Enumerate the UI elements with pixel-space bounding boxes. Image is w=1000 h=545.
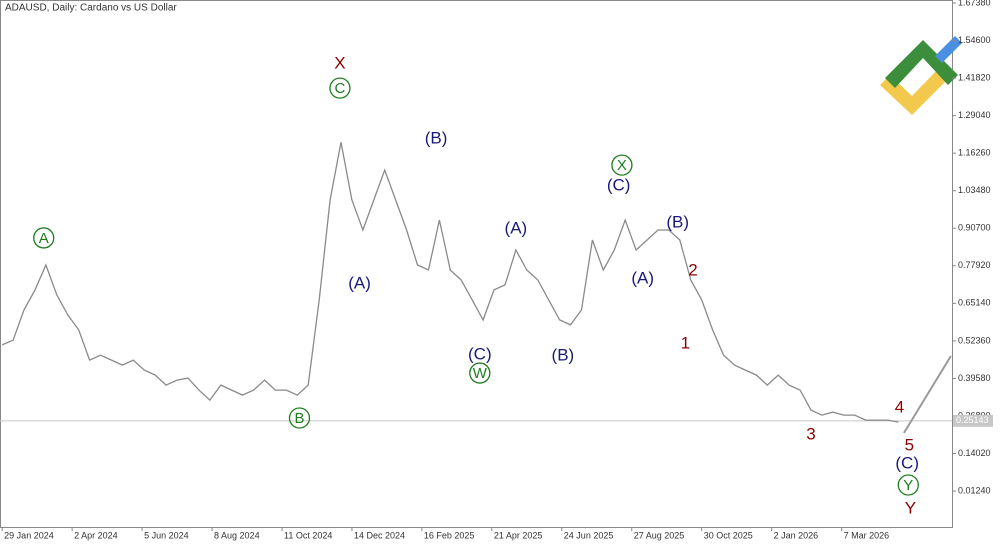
y-tick-label: 0.90700 [958, 223, 991, 233]
wave-label: W [473, 365, 488, 382]
y-tick-label: 0.65140 [958, 298, 991, 308]
last-price-label: 0.25143 [956, 415, 989, 425]
forecast-line [903, 355, 952, 434]
y-tick-label: 0.52360 [958, 335, 991, 345]
wave-label: (B) [425, 129, 448, 148]
y-tick-label: 1.16260 [958, 148, 991, 158]
wave-label: (A) [348, 274, 371, 293]
wave-label: Y [903, 477, 913, 494]
wave-label: (C) [895, 453, 919, 472]
x-tick-label: 2 Apr 2024 [74, 530, 118, 540]
x-tick-label: 21 Apr 2025 [494, 530, 543, 540]
wave-circle [329, 77, 351, 99]
wave-label: (A) [505, 218, 528, 237]
chart-title: ADAUSD, Daily: Cardano vs US Dollar [5, 3, 177, 14]
price-line [1, 142, 899, 423]
y-tick-label: 1.67380 [958, 0, 991, 7]
y-tick-label: 1.03480 [958, 185, 991, 195]
wave-label: 4 [895, 398, 904, 417]
wave-circle [469, 362, 491, 384]
x-tick-label: 11 Oct 2024 [284, 530, 332, 540]
wave-label: 2 [688, 260, 697, 279]
wave-circle [897, 474, 919, 496]
wave-label: A [39, 230, 49, 247]
wave-label: C [335, 80, 346, 97]
y-tick-label: 0.39580 [958, 373, 991, 383]
last-price-box [953, 414, 993, 427]
wave-label: (B) [666, 212, 689, 231]
x-tick-label: 14 Dec 2024 [354, 530, 405, 540]
wave-label: B [294, 410, 304, 427]
wave-label: X [617, 157, 627, 174]
x-tick-label: 2 Jan 2026 [774, 530, 819, 540]
y-tick-label: 0.01240 [958, 485, 991, 495]
wave-label: (A) [631, 268, 654, 287]
x-tick-label: 7 Mar 2026 [844, 530, 890, 540]
y-tick-label: 1.29040 [958, 110, 991, 120]
wave-label: 5 [905, 436, 914, 455]
y-tick-label: 0.14020 [958, 448, 991, 458]
wave-label: X [334, 54, 345, 73]
x-tick-label: 24 Jun 2025 [564, 530, 614, 540]
x-tick-label: 16 Feb 2025 [424, 530, 475, 540]
wave-label: Y [905, 498, 916, 517]
wave-label: (C) [607, 176, 631, 195]
x-tick-label: 30 Oct 2025 [704, 530, 753, 540]
wave-circle [33, 227, 55, 249]
x-tick-label: 8 Aug 2024 [214, 530, 260, 540]
wave-label: 3 [806, 425, 815, 444]
x-tick-label: 29 Jan 2024 [4, 530, 54, 540]
wave-label: (C) [468, 344, 492, 363]
x-tick-label: 27 Aug 2025 [634, 530, 685, 540]
logo [880, 36, 962, 115]
y-tick-label: 1.41820 [958, 72, 991, 82]
y-tick-label: 1.54600 [958, 35, 991, 45]
y-tick-label: 0.77920 [958, 260, 991, 270]
wave-label: 1 [681, 334, 690, 353]
wave-circle [611, 154, 633, 176]
plot-frame [0, 0, 953, 528]
wave-label: (B) [552, 346, 575, 365]
wave-circle [288, 407, 311, 429]
x-tick-label: 5 Jun 2024 [144, 530, 189, 540]
